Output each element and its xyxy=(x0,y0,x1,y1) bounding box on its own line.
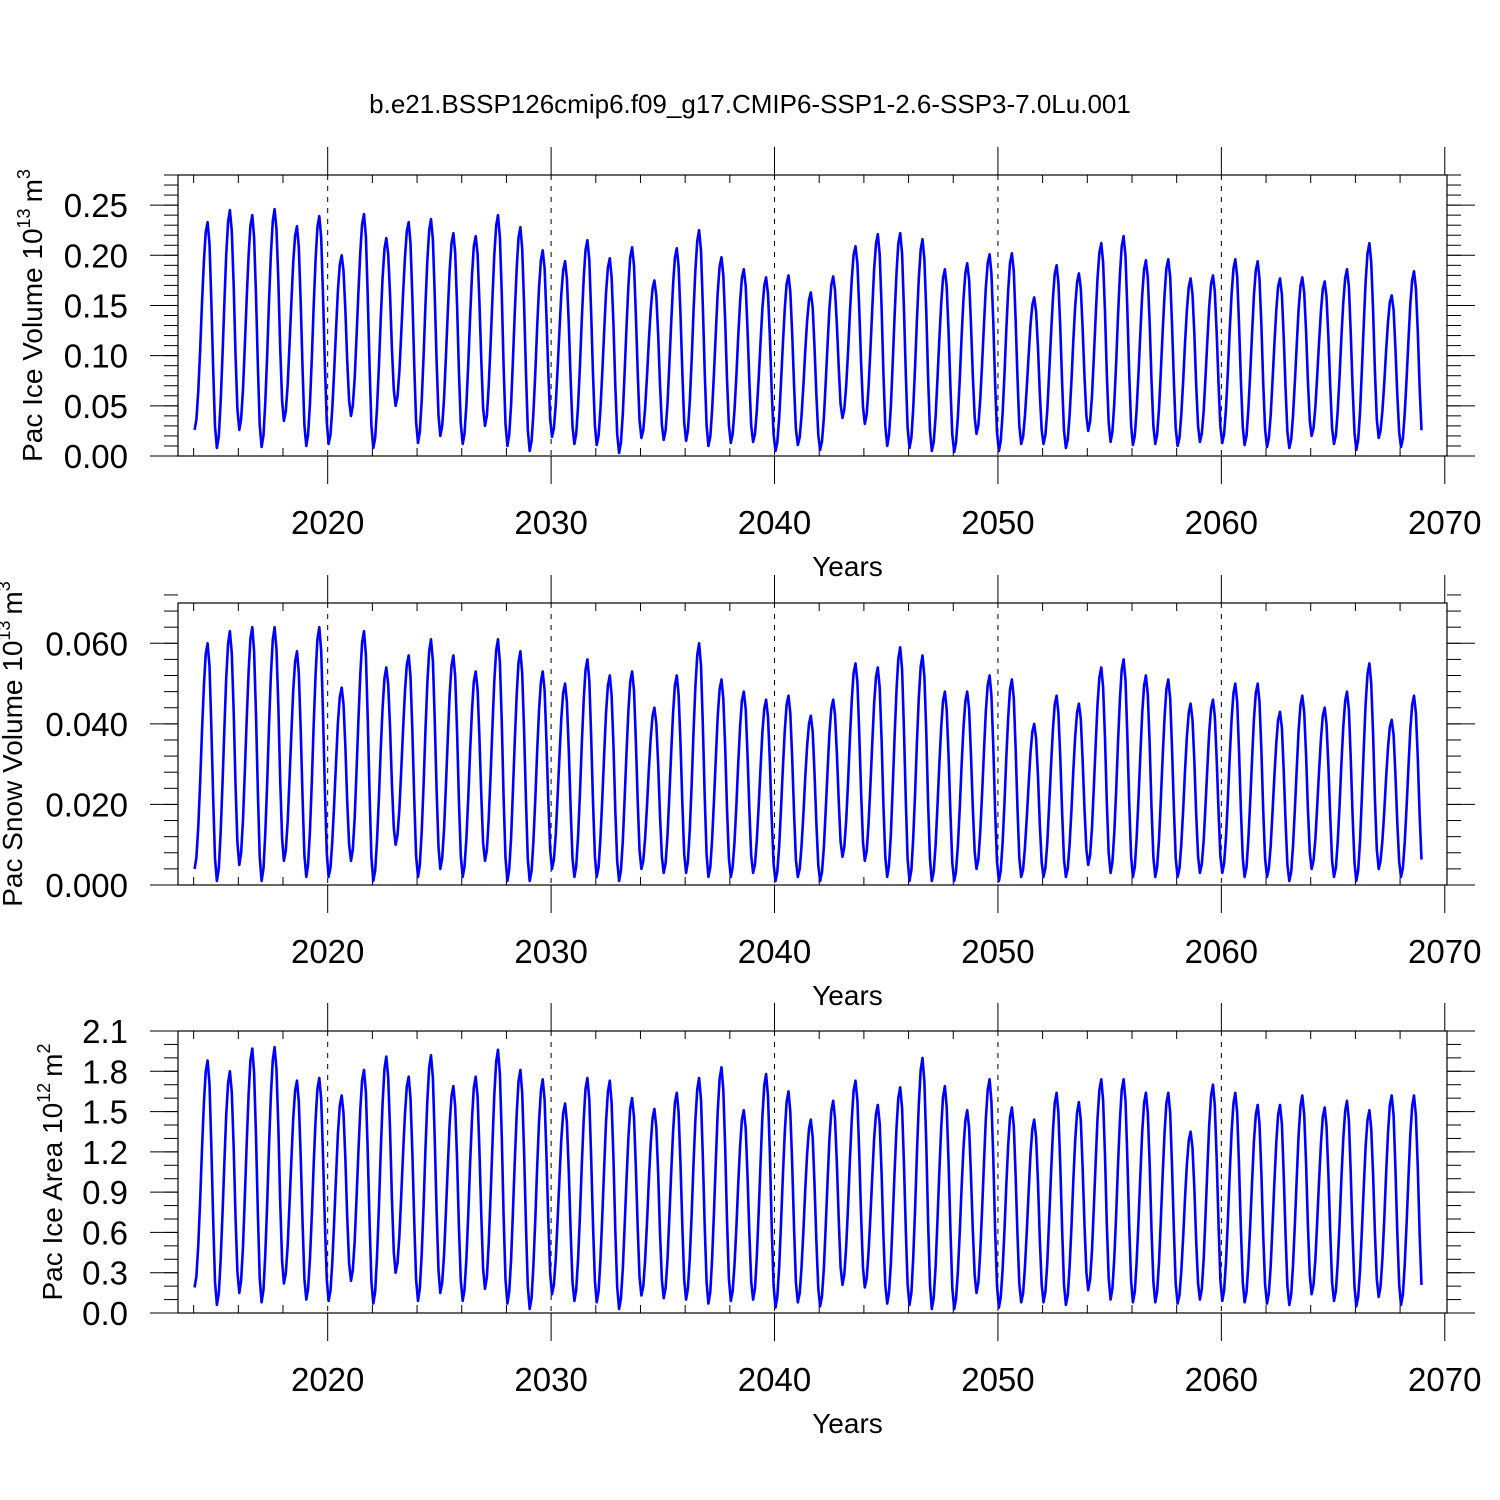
x-tick-label: 2020 xyxy=(291,504,364,541)
y-label-text: Pac Ice Area 10 xyxy=(37,1103,68,1301)
x-tick-label: 2070 xyxy=(1408,1361,1481,1398)
x-tick-label: 2050 xyxy=(961,504,1034,541)
y-label-exponent: 13 xyxy=(0,621,14,641)
x-axis-label-ice-volume: Years xyxy=(812,551,883,582)
y-tick-label: 0.020 xyxy=(45,786,128,823)
x-tick-label: 2020 xyxy=(291,1361,364,1398)
series-line-ice-area xyxy=(193,1045,1423,1311)
y-tick-label: 0.000 xyxy=(45,867,128,904)
y-tick-label: 0.3 xyxy=(82,1255,128,1292)
y-label-unit: m xyxy=(0,591,28,614)
y-tick-label: 0.060 xyxy=(45,625,128,662)
plot-frame-snow-volume xyxy=(177,602,1448,886)
y-tick-label: 0.9 xyxy=(82,1174,128,1211)
x-tick-label: 2030 xyxy=(514,1361,587,1398)
chart-panels: 2020 2030 2040 2050 2060 2070 0.00 0.05 0.10 0.15… xyxy=(0,147,1481,1439)
y-tick-label: 1.5 xyxy=(82,1094,128,1131)
chart-panel-ice-volume: 2020 2030 2040 2050 2060 2070 0.00 0.05 0.10 0.15… xyxy=(14,147,1481,582)
y-axis-label-snow-volume: Pac Snow Volume 1013 m3 xyxy=(0,581,28,907)
y-label-exponent: 13 xyxy=(14,208,34,228)
figure-title: b.e21.BSSP126cmip6.f09_g17.CMIP6-SSP1-2.… xyxy=(369,89,1131,119)
y-tick-label: 1.2 xyxy=(82,1134,128,1171)
x-tick-label: 2030 xyxy=(514,933,587,970)
series-line-snow-volume xyxy=(193,625,1423,883)
y-label-unit-exponent: 3 xyxy=(14,169,34,179)
y-label-unit-exponent: 3 xyxy=(0,581,14,591)
y-tick-label: 0.20 xyxy=(64,237,128,274)
chart-panel-ice-area: 2020 2030 2040 2050 2060 20700.00.30.60.91.21… xyxy=(34,1003,1481,1439)
x-tick-label: 2070 xyxy=(1408,933,1481,970)
series-line-ice-volume xyxy=(193,207,1423,455)
y-label-exponent: 12 xyxy=(34,1083,54,1103)
y-tick-label: 2.1 xyxy=(82,1013,128,1050)
y-label-unit: m xyxy=(37,1053,68,1076)
y-tick-label: 0.15 xyxy=(64,287,128,324)
x-tick-label: 2060 xyxy=(1185,1361,1258,1398)
x-tick-label: 2050 xyxy=(961,933,1034,970)
y-label-text: Pac Ice Volume 10 xyxy=(17,228,48,461)
y-axis-label-ice-volume: Pac Ice Volume 1013 m3 xyxy=(14,169,48,462)
x-tick-label: 2060 xyxy=(1185,933,1258,970)
y-tick-label: 0.00 xyxy=(64,438,128,475)
x-axis-label-ice-area: Years xyxy=(812,1408,883,1439)
y-label-text: Pac Snow Volume 10 xyxy=(0,641,28,907)
x-tick-label: 2050 xyxy=(961,1361,1034,1398)
y-tick-label: 0.25 xyxy=(64,187,128,224)
chart-panel-snow-volume: 2020 2030 2040 2050 2060 2070 0.000 0.020 0.040 0… xyxy=(0,575,1481,1011)
x-tick-label: 2040 xyxy=(738,1361,811,1398)
x-tick-label: 2040 xyxy=(738,933,811,970)
y-tick-label: 0.05 xyxy=(64,388,128,425)
y-axis-label-ice-area: Pac Ice Area 1012 m2 xyxy=(34,1043,68,1300)
y-tick-label: 0.6 xyxy=(82,1214,128,1251)
y-tick-label: 0.0 xyxy=(82,1295,128,1332)
x-axis-label-snow-volume: Years xyxy=(812,980,883,1011)
y-label-unit: m xyxy=(17,179,48,202)
x-tick-label: 2060 xyxy=(1185,504,1258,541)
plot-frame-ice-area xyxy=(177,1030,1448,1314)
x-tick-label: 2070 xyxy=(1408,504,1481,541)
x-tick-label: 2040 xyxy=(738,504,811,541)
y-tick-label: 1.8 xyxy=(82,1053,128,1090)
x-tick-label: 2030 xyxy=(514,504,587,541)
y-label-unit-exponent: 2 xyxy=(34,1043,54,1053)
x-tick-label: 2020 xyxy=(291,933,364,970)
y-tick-label: 0.10 xyxy=(64,338,128,375)
y-tick-label: 0.040 xyxy=(45,706,128,743)
